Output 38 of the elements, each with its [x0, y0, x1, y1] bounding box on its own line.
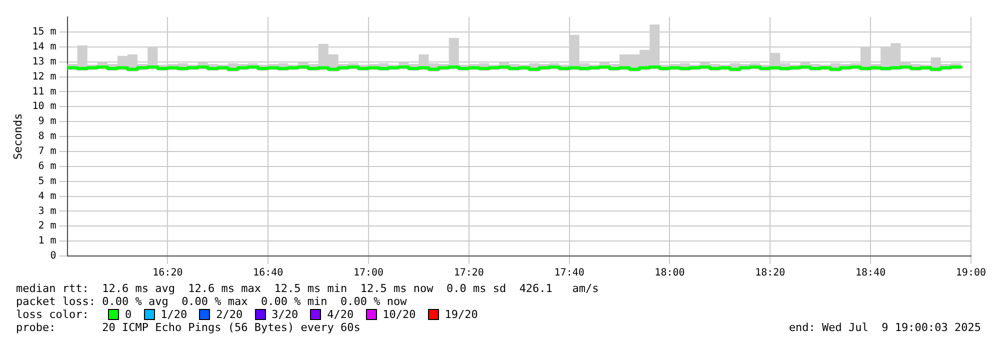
y-tick-label: 12 m [32, 71, 56, 82]
y-tick-label: 2 m [38, 220, 56, 232]
y-tick-label: 9 m [38, 116, 56, 128]
y-tick-label: 4 m [38, 190, 56, 202]
y-tick-label: 15 m [32, 26, 56, 38]
y-tick-label: 7 m [38, 146, 56, 158]
legend-label: 0 [125, 308, 132, 321]
y-tick-label: 11 m [32, 86, 56, 98]
y-tick-label: 13 m [32, 56, 56, 68]
x-tick-label: 16:40 [253, 268, 284, 279]
x-tick-label: 17:00 [353, 268, 384, 279]
x-tick-label: 16:20 [152, 268, 183, 279]
x-tick-label: 17:20 [454, 268, 484, 279]
y-tick-label: 5 m [38, 176, 56, 187]
text: probe: 20 ICMP Echo Pings (56 Bytes) every 60s [16, 321, 360, 334]
y-tick-label: 10 m [32, 101, 56, 112]
x-tick-label: 19:00 [956, 268, 986, 279]
legend-label: 19/20 [444, 308, 478, 321]
text: packet loss: 0.00 % avg 0.00 % max 0.00 % min 0.00 % now [16, 295, 408, 308]
text: median rtt: 12.6 ms avg 12.6 ms max 12.5 ms min 12.5 ms now 0.0 ms sd 426.1 am/s [16, 282, 600, 295]
legend-label: 10/20 [382, 308, 416, 321]
y-tick-label: 3 m [38, 206, 56, 217]
legend-title: loss color: [16, 308, 90, 321]
y-tick-label: 6 m [38, 160, 56, 172]
x-tick-label: 18:20 [755, 268, 786, 279]
legend-label: 4/20 [327, 308, 354, 321]
text: end: Wed Jul 9 19:00:03 2025 [788, 321, 981, 334]
legend-label: 3/20 [272, 308, 298, 321]
y-tick-label: 0 [50, 250, 56, 262]
x-tick-label: 17:40 [554, 268, 584, 279]
y-tick-label: 8 m [38, 131, 56, 142]
legend-label: 2/20 [216, 308, 243, 321]
y-tick-label: 14 m [32, 41, 56, 52]
y-axis-title: Seconds [11, 113, 24, 160]
y-tick-label: 1 m [38, 236, 56, 247]
x-tick-label: 18:00 [654, 268, 685, 279]
x-tick-label: 18:40 [855, 268, 886, 279]
legend-label: 1/20 [160, 308, 188, 321]
